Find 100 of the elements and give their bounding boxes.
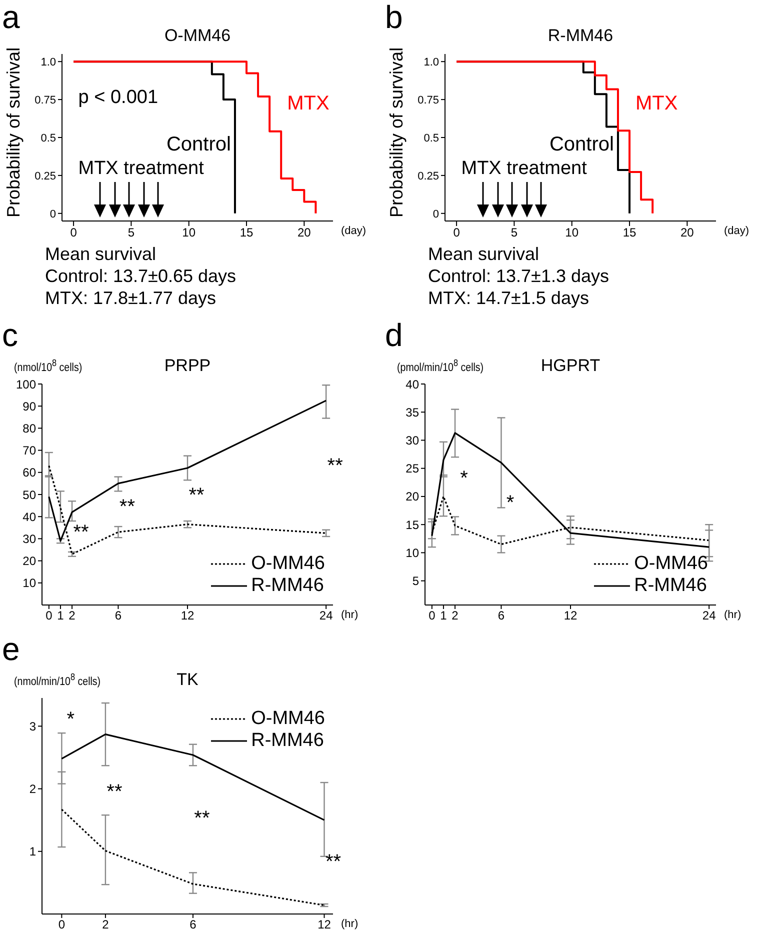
x-tick-label: 6 (498, 608, 505, 623)
x-tick-label: 0 (70, 226, 78, 240)
y-tick-label: 90 (22, 399, 36, 414)
y-axis-title: Probability of survival (386, 47, 406, 218)
x-tick-label: 0 (453, 226, 460, 240)
y-tick-label: 40 (22, 510, 36, 524)
x-axis-title: (hr) (724, 608, 742, 621)
text: Control: 13.7±1.3 days (428, 265, 609, 287)
line-series (60, 734, 326, 821)
legend-label: R-MM46 (634, 575, 707, 597)
x-tick-label: 5 (510, 226, 518, 240)
x-tick-label: 10 (565, 226, 579, 240)
y-tick-label: 2 (29, 782, 36, 796)
y-tick-label: 0 (432, 208, 439, 220)
annotation: MTX treatment (78, 158, 204, 180)
legend-label: R-MM46 (251, 575, 324, 597)
x-tick-label: 2 (452, 608, 459, 623)
annotation: * (460, 468, 468, 490)
y-tick-label: 5 (412, 574, 420, 588)
line-series (60, 808, 326, 906)
y-tick-label: 50 (22, 488, 36, 502)
annotation: ** (194, 808, 210, 830)
y-axis-title: (pmol/min/10$^{8}$ cells) (397, 358, 484, 374)
chart-title: TK (176, 670, 198, 689)
y-tick-label: 1.0 (424, 56, 439, 68)
annotation: * (66, 708, 75, 730)
series-label: MTX (287, 92, 330, 114)
annotation: ** (73, 521, 90, 544)
annotation: ** (188, 484, 204, 506)
x-tick-label: 6 (190, 918, 197, 932)
chart-title: R-MM46 (546, 26, 614, 46)
text: MTX: 14.7±1.5 days (428, 287, 590, 309)
annotation: ** (106, 780, 122, 803)
text: b (385, 0, 403, 35)
x-axis-title: (hr) (341, 918, 358, 930)
y-tick-label: 40 (406, 377, 420, 392)
y-axis-title: (nmol/10$^{8}$ cells) (14, 358, 82, 374)
x-tick-label: 0 (58, 918, 66, 932)
y-tick-label: 0.25 (418, 170, 439, 182)
legend-label: O-MM46 (634, 553, 708, 575)
text: Mean survival (45, 243, 158, 265)
x-tick-label: 12 (180, 608, 194, 623)
y-axis-title: Probability of survival (3, 47, 24, 218)
text: Mean survival (428, 243, 540, 265)
y-tick-label: 0.75 (418, 94, 439, 106)
y-tick-label: 0.5 (40, 132, 56, 144)
legend-label: R-MM46 (251, 730, 324, 752)
y-tick-label: 1.0 (40, 56, 56, 68)
chart-title: O-MM46 (163, 26, 232, 46)
y-tick-label: 80 (22, 421, 36, 436)
text: a (2, 0, 20, 35)
x-tick-label: 15 (622, 226, 637, 240)
chart-title: PRPP (164, 356, 211, 375)
x-tick-label: 24 (319, 608, 334, 623)
annotation: ** (119, 496, 136, 518)
series-label: MTX (636, 92, 678, 114)
y-tick-label: 0.5 (424, 132, 439, 144)
y-tick-label: 1 (29, 844, 36, 859)
y-axis-title: (nmol/min/10$^{8}$ cells) (14, 672, 101, 688)
chart-title: HGPRT (540, 356, 600, 375)
y-tick-label: 60 (22, 466, 36, 480)
annotation: * (506, 492, 514, 514)
annotation: p < 0.001 (78, 87, 158, 110)
x-axis-title: (day) (341, 224, 366, 237)
x-tick-label: 20 (680, 226, 694, 240)
x-tick-label: 12 (564, 608, 578, 623)
legend-label: O-MM46 (251, 553, 325, 575)
y-tick-label: 15 (406, 518, 420, 532)
x-axis-title: (day) (724, 224, 750, 237)
legend-label: O-MM46 (251, 708, 325, 730)
y-tick-label: 20 (406, 490, 420, 504)
y-tick-label: 70 (22, 444, 36, 458)
y-tick-label: 100 (16, 377, 36, 392)
y-tick-label: 10 (406, 546, 420, 560)
x-tick-label: 2 (102, 918, 110, 932)
text: MTX: 17.8±1.77 days (45, 287, 217, 309)
text: e (2, 631, 20, 667)
x-tick-label: 12 (318, 918, 332, 932)
y-tick-label: 30 (22, 532, 36, 546)
y-tick-label: 25 (406, 462, 420, 476)
series-label: Control (166, 133, 231, 156)
y-tick-label: 30 (406, 433, 420, 448)
x-tick-label: 5 (128, 226, 135, 240)
annotation: MTX treatment (461, 158, 587, 180)
x-tick-label: 15 (240, 226, 254, 240)
y-tick-label: 0.25 (34, 170, 56, 182)
y-tick-label: 0.75 (34, 94, 56, 106)
y-tick-label: 10 (22, 576, 36, 590)
text: d (385, 317, 403, 353)
y-tick-label: 3 (29, 719, 36, 734)
x-tick-label: 6 (114, 608, 122, 623)
x-axis-title: (hr) (341, 608, 358, 621)
text: Control: 13.7±0.65 days (45, 265, 236, 287)
text: c (2, 317, 18, 353)
y-tick-label: 35 (406, 405, 420, 420)
annotation: ** (327, 455, 344, 478)
y-tick-label: 0 (50, 208, 56, 220)
x-tick-label: 10 (182, 226, 196, 240)
y-tick-label: 20 (22, 554, 36, 568)
x-tick-label: 20 (297, 226, 312, 240)
